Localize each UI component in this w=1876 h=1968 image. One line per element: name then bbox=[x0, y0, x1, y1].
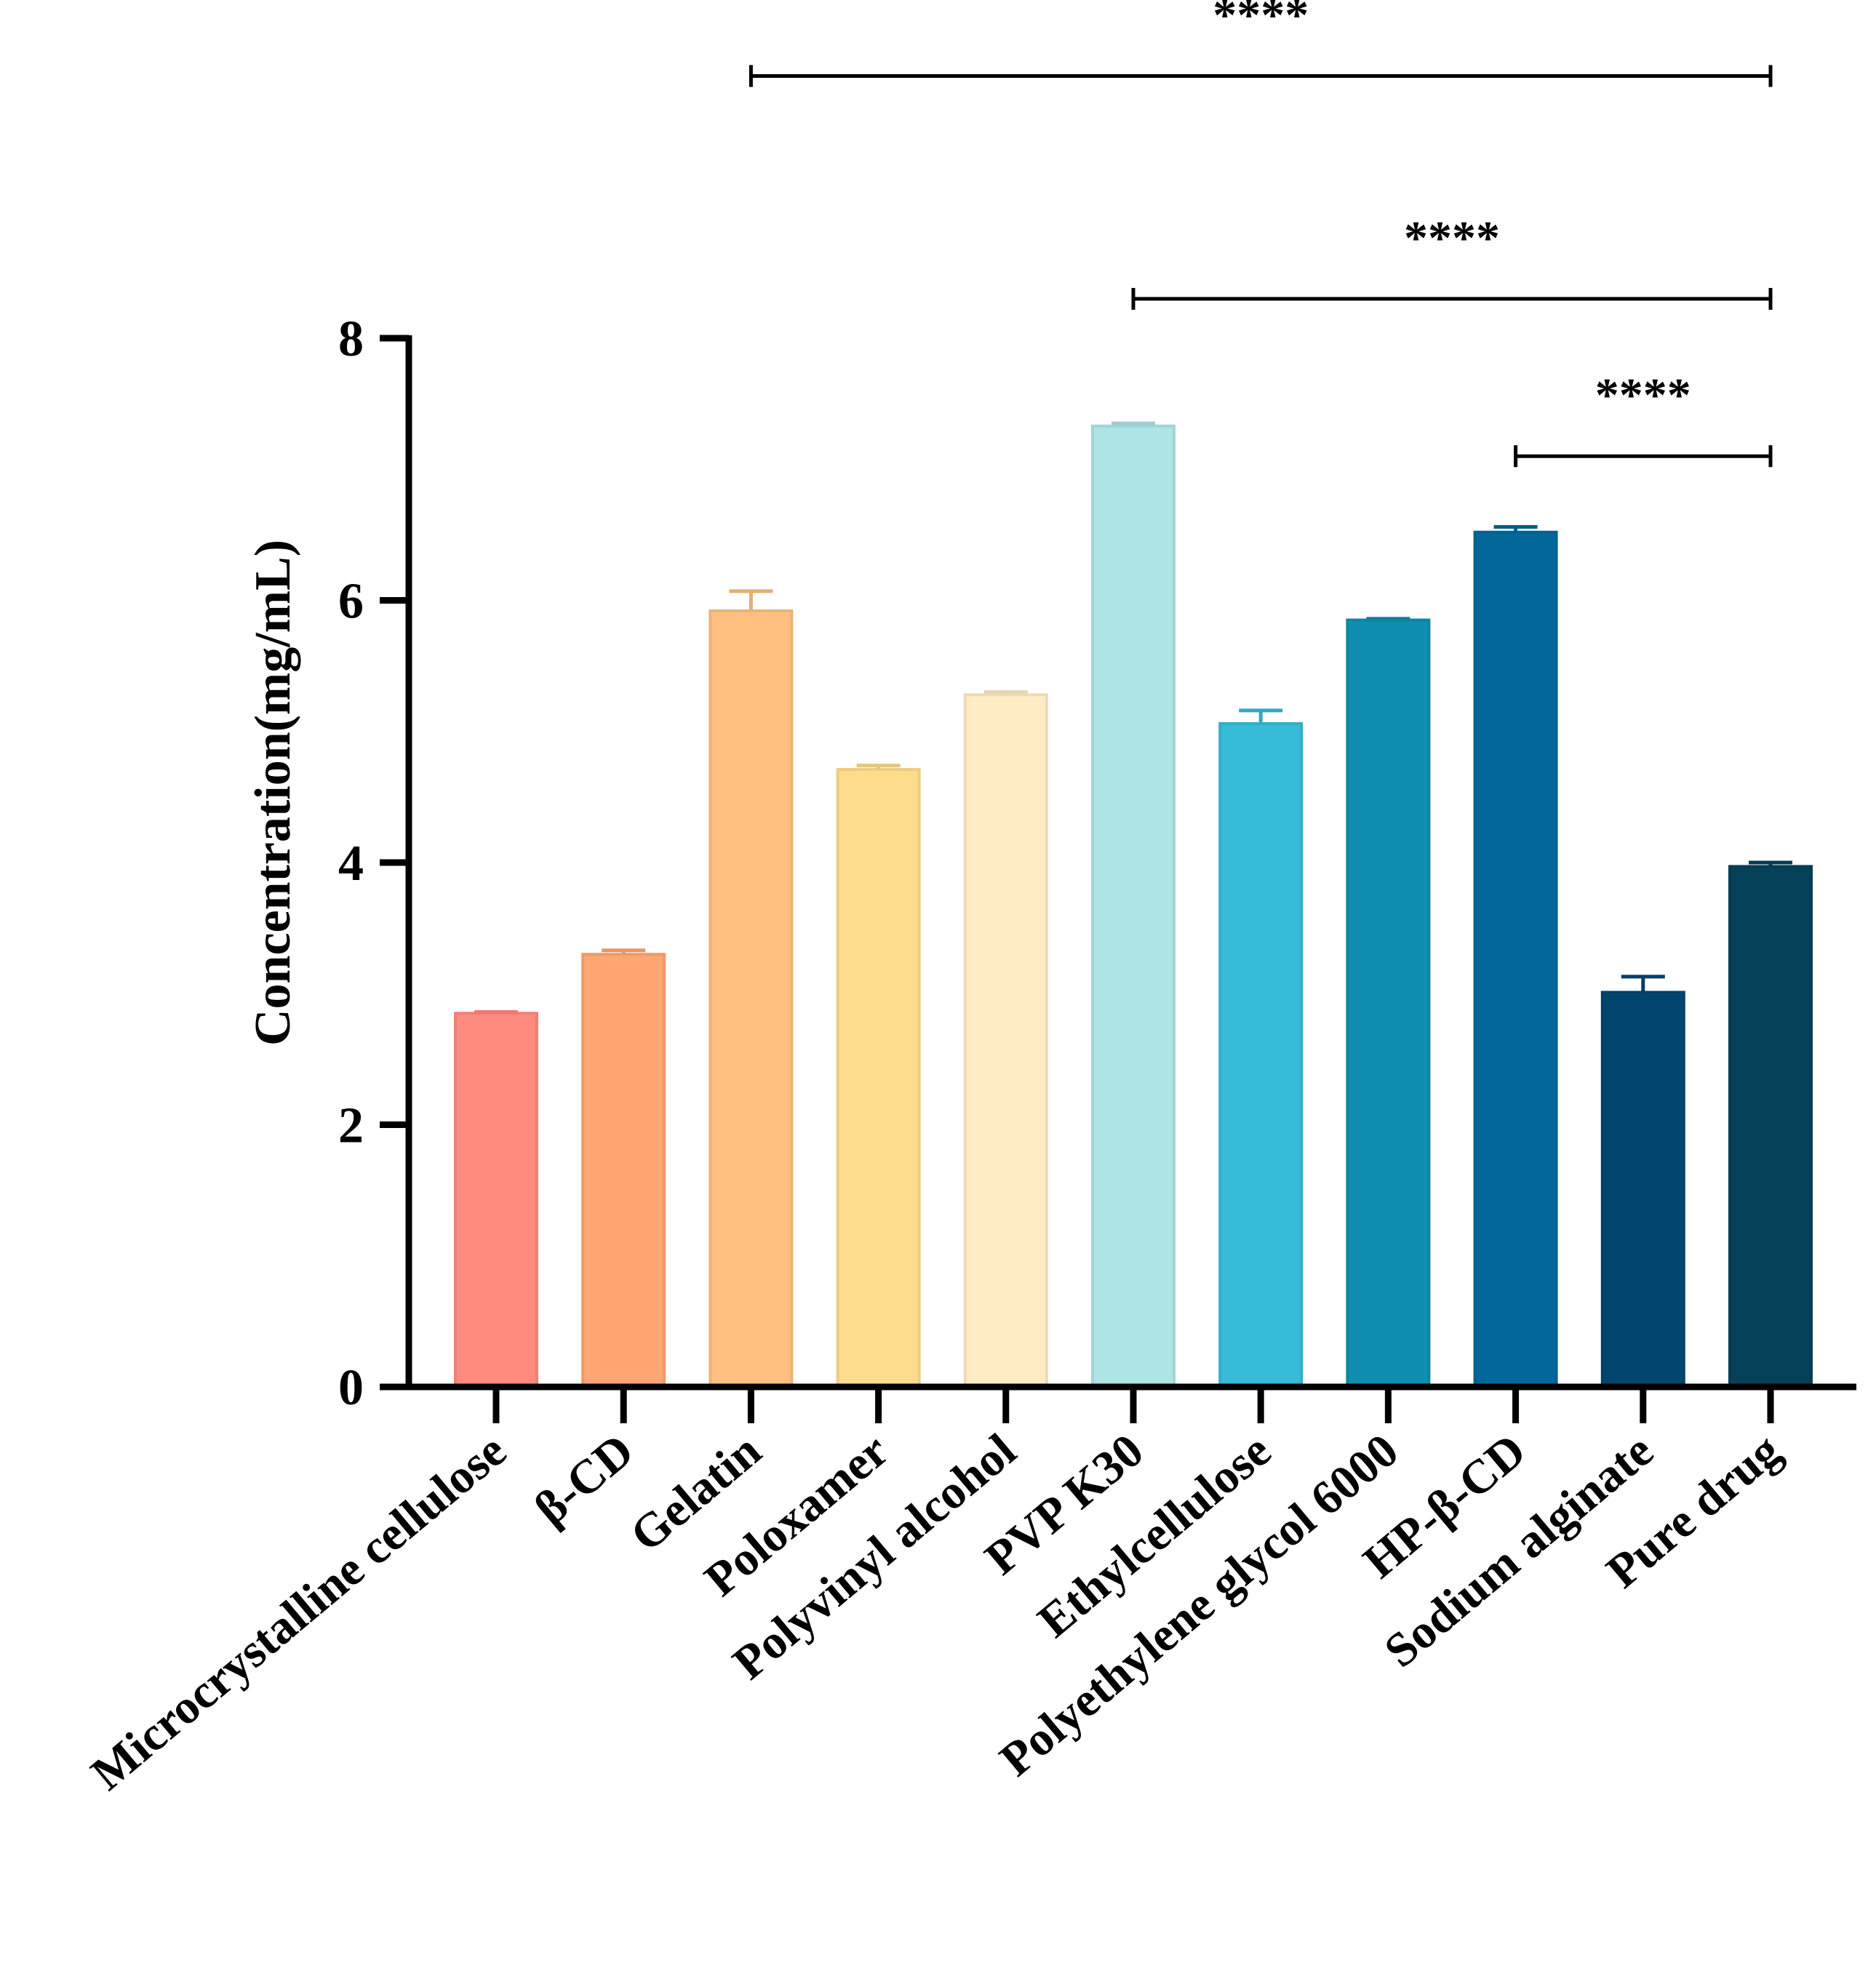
bar-gelatin bbox=[709, 609, 794, 1388]
bar-polyvinyl-alcohol bbox=[963, 693, 1048, 1388]
y-tick-label: 8 bbox=[338, 311, 364, 367]
y-axis-label: Concentration(mg/mL) bbox=[245, 540, 301, 1046]
x-tick-label: Microcrystalline cellulose bbox=[81, 1424, 516, 1801]
bar-ethylcellulose bbox=[1218, 721, 1304, 1388]
bar-pvp-k30 bbox=[1091, 424, 1176, 1389]
y-tick-label: 2 bbox=[338, 1098, 364, 1154]
significance-label: **** bbox=[1404, 212, 1500, 265]
x-ticks-layer: Microcrystalline cellulose β-CDGelatinPol… bbox=[81, 1387, 1791, 1801]
y-tick-label: 4 bbox=[338, 836, 364, 892]
bar-sodium-alginate bbox=[1600, 991, 1685, 1388]
y-tick-label: 6 bbox=[338, 574, 364, 630]
y-tick-label: 0 bbox=[338, 1360, 364, 1416]
bar-pure-drug bbox=[1728, 865, 1813, 1388]
y-ticks-layer: 0 2 4 6 8 bbox=[338, 311, 409, 1416]
bar-cd bbox=[581, 953, 666, 1389]
significance-layer: **** **** **** bbox=[749, 0, 1773, 468]
significance-label: **** bbox=[1213, 0, 1309, 42]
significance-label: **** bbox=[1595, 369, 1691, 422]
bar-hp-cd bbox=[1473, 530, 1558, 1388]
bars-layer bbox=[454, 424, 1813, 1389]
bar-polyethylene-glycol-6000 bbox=[1346, 618, 1431, 1388]
bar-poloxamer bbox=[836, 768, 921, 1388]
bar-microcrystalline-cellulose bbox=[454, 1012, 538, 1388]
error-bars-layer bbox=[474, 421, 1792, 1014]
